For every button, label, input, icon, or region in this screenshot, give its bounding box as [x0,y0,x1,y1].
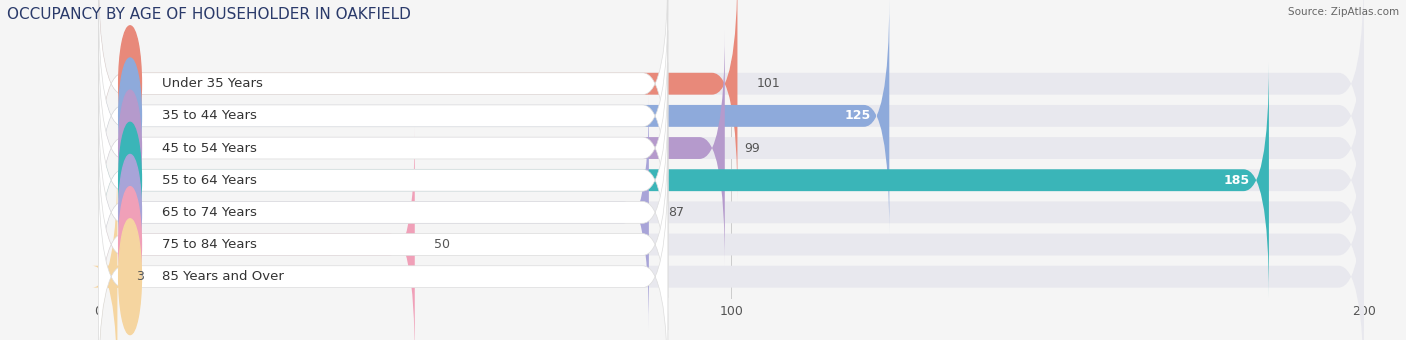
Circle shape [118,187,142,302]
FancyBboxPatch shape [98,0,1364,234]
Text: 55 to 64 Years: 55 to 64 Years [162,174,256,187]
Text: 45 to 54 Years: 45 to 54 Years [162,141,256,155]
Text: 99: 99 [744,141,759,155]
FancyBboxPatch shape [98,127,668,340]
FancyBboxPatch shape [98,0,737,201]
Text: Under 35 Years: Under 35 Years [162,77,263,90]
FancyBboxPatch shape [98,30,725,266]
Circle shape [118,58,142,174]
Circle shape [118,122,142,238]
Text: 125: 125 [844,109,870,122]
FancyBboxPatch shape [98,0,668,201]
Circle shape [118,154,142,270]
Text: OCCUPANCY BY AGE OF HOUSEHOLDER IN OAKFIELD: OCCUPANCY BY AGE OF HOUSEHOLDER IN OAKFI… [7,7,411,22]
Text: 87: 87 [668,206,683,219]
FancyBboxPatch shape [98,63,1364,298]
FancyBboxPatch shape [98,95,1364,330]
FancyBboxPatch shape [98,63,1268,298]
Circle shape [118,90,142,206]
FancyBboxPatch shape [98,30,668,266]
FancyBboxPatch shape [98,0,1364,201]
Text: 85 Years and Over: 85 Years and Over [162,270,284,283]
Text: Source: ZipAtlas.com: Source: ZipAtlas.com [1288,7,1399,17]
Text: 65 to 74 Years: 65 to 74 Years [162,206,256,219]
FancyBboxPatch shape [98,159,1364,340]
Text: 35 to 44 Years: 35 to 44 Years [162,109,256,122]
Circle shape [118,26,142,141]
FancyBboxPatch shape [98,0,668,234]
FancyBboxPatch shape [98,95,668,330]
Text: 185: 185 [1223,174,1250,187]
Text: 50: 50 [433,238,450,251]
FancyBboxPatch shape [98,127,1364,340]
Text: 75 to 84 Years: 75 to 84 Years [162,238,256,251]
Circle shape [118,219,142,335]
FancyBboxPatch shape [98,95,648,330]
FancyBboxPatch shape [93,159,124,340]
FancyBboxPatch shape [98,63,668,298]
FancyBboxPatch shape [98,0,889,234]
Text: 101: 101 [756,77,780,90]
FancyBboxPatch shape [98,127,415,340]
FancyBboxPatch shape [98,159,668,340]
FancyBboxPatch shape [98,30,1364,266]
Text: 3: 3 [136,270,145,283]
